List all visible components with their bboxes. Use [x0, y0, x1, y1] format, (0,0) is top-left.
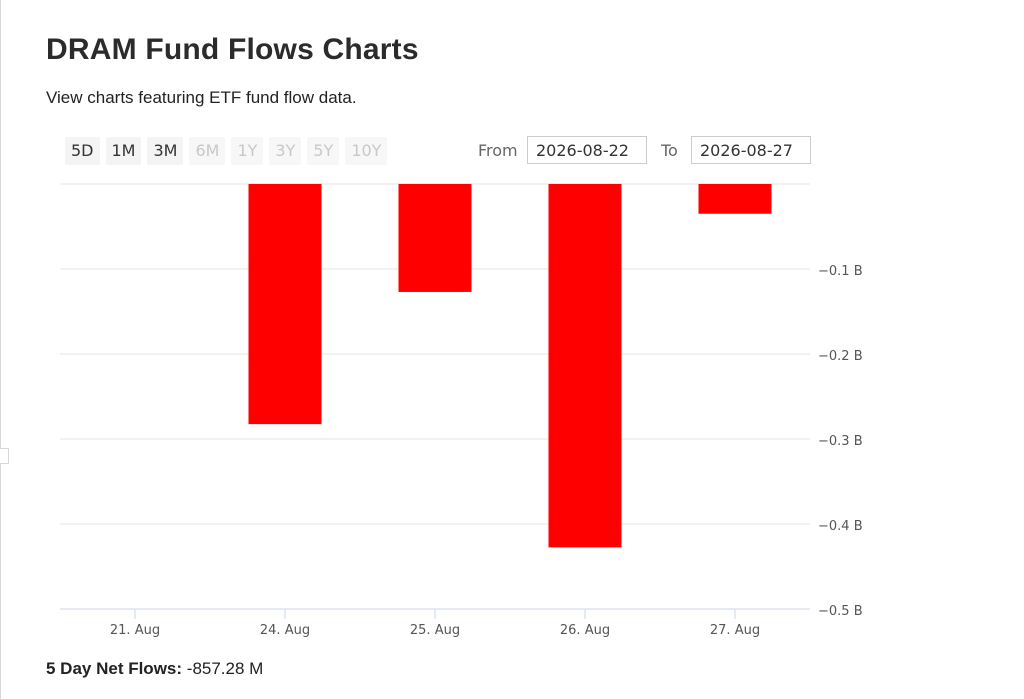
- bar: [248, 184, 322, 425]
- range-button-1m[interactable]: 1M: [105, 137, 142, 165]
- range-button-6m: 6M: [189, 137, 226, 165]
- range-button-3m[interactable]: 3M: [147, 137, 184, 165]
- from-label: From: [478, 141, 518, 160]
- x-tick-label: 26. Aug: [560, 623, 610, 638]
- bar: [548, 184, 622, 548]
- x-tick-label: 27. Aug: [710, 623, 760, 638]
- range-button-1y: 1Y: [231, 137, 264, 165]
- range-button-3y: 3Y: [269, 137, 302, 165]
- left-border: [0, 0, 1, 699]
- page-title: DRAM Fund Flows Charts: [46, 33, 419, 66]
- x-tick-label: 24. Aug: [260, 623, 310, 638]
- y-tick-label: −0.5 B: [818, 604, 863, 619]
- y-tick-label: −0.1 B: [818, 264, 863, 279]
- range-button-5y: 5Y: [307, 137, 340, 165]
- left-border-notch: [0, 448, 9, 464]
- y-tick-label: −0.4 B: [818, 519, 863, 534]
- y-tick-label: −0.2 B: [818, 349, 863, 364]
- x-tick-label: 25. Aug: [410, 623, 460, 638]
- from-date-input[interactable]: [527, 136, 647, 164]
- bar: [398, 184, 472, 292]
- net-flows-label: 5 Day Net Flows:: [46, 659, 183, 678]
- x-tick-label: 21. Aug: [110, 623, 160, 638]
- to-date-input[interactable]: [691, 136, 811, 164]
- bar: [698, 184, 772, 214]
- range-button-5d[interactable]: 5D: [65, 137, 100, 165]
- range-selector: 5D 1M 3M 6M 1Y 3Y 5Y 10Y: [65, 137, 393, 165]
- to-label: To: [661, 141, 678, 160]
- page-subtitle: View charts featuring ETF fund flow data…: [46, 88, 357, 107]
- y-tick-label: −0.3 B: [818, 434, 863, 449]
- range-button-10y: 10Y: [345, 137, 388, 165]
- net-flows-value: -857.28 M: [186, 659, 264, 678]
- net-flows-summary: 5 Day Net Flows: -857.28 M: [46, 659, 263, 679]
